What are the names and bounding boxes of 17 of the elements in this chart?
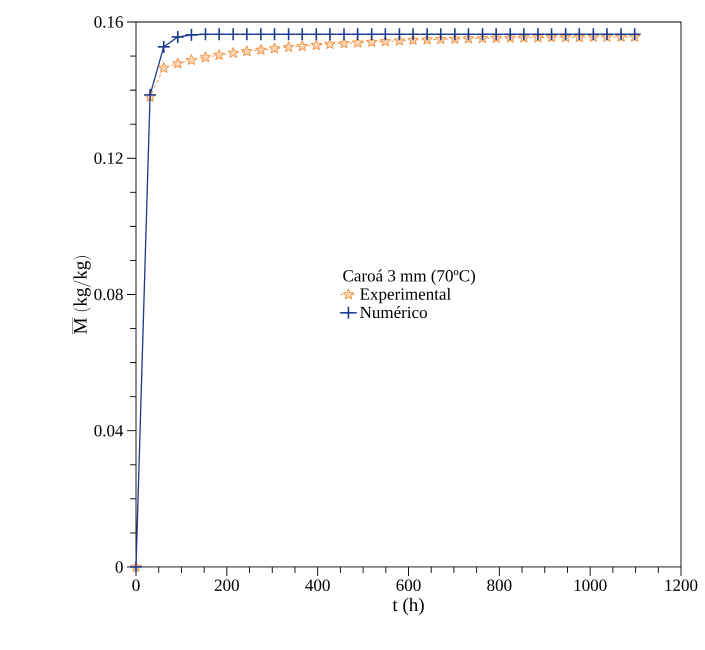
x-axis-title: t (h) [392, 598, 424, 616]
x-tick-label: 400 [305, 580, 330, 591]
y-tick-label: 0.16 [94, 16, 123, 28]
legend-title: Caroá 3 mm (70ºC) [343, 270, 475, 285]
y-tick-label: 0.08 [94, 288, 123, 300]
x-tick-label: 200 [214, 580, 239, 591]
legend-label: Experimental [360, 288, 451, 304]
x-tick-label: 1000 [574, 580, 607, 591]
x-tick-label: 600 [396, 580, 421, 591]
legend-label: Numérico [360, 306, 427, 318]
y-tick-label: 0.04 [94, 424, 124, 437]
y-tick-label: 0 [116, 561, 123, 573]
y-tick-label: 0.12 [94, 152, 123, 164]
x-tick-label: 800 [487, 580, 512, 591]
x-tick-label: 1200 [665, 580, 698, 591]
y-axis-title: $\overline{\mathrm{M}}\ (\mathrm{kg/kg})$ [72, 256, 91, 334]
x-tick-label: 0 [132, 580, 140, 591]
